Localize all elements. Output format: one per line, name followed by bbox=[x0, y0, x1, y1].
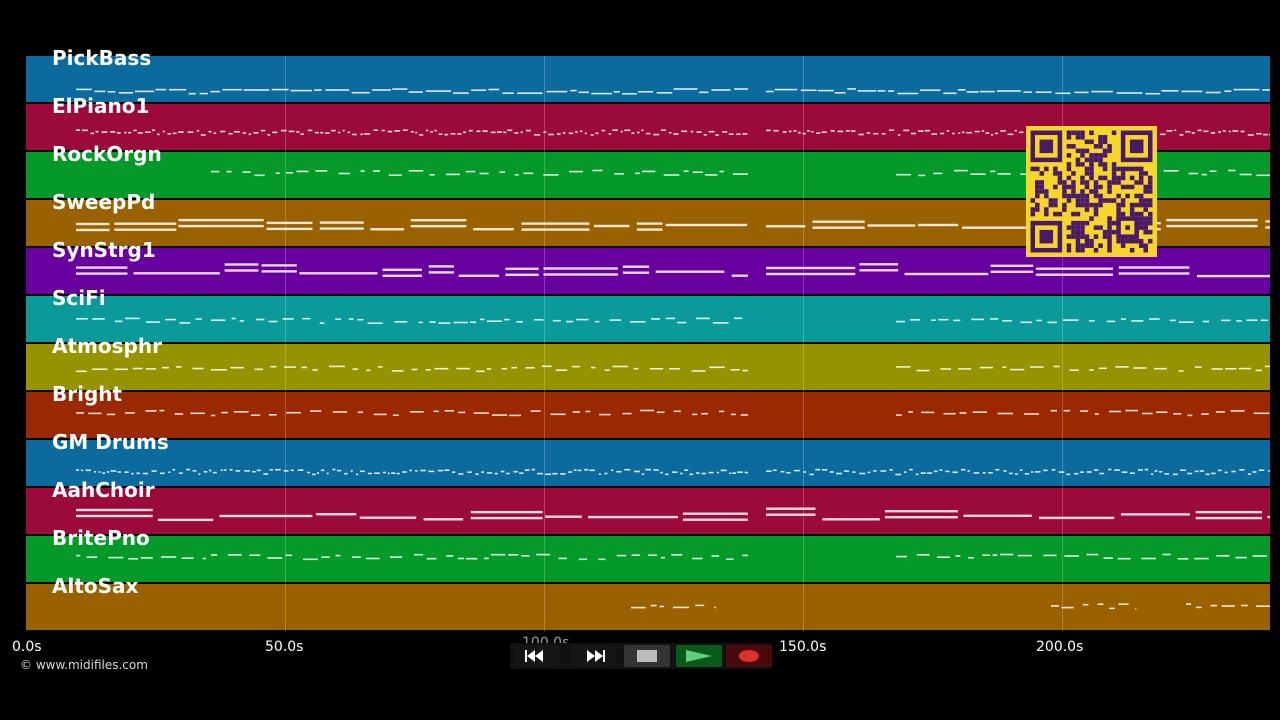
qr-code[interactable] bbox=[1026, 126, 1157, 257]
track-label: AltoSax bbox=[52, 574, 139, 598]
qr-code-image bbox=[1030, 130, 1153, 253]
track-label: ElPiano1 bbox=[52, 94, 150, 118]
track-label: Bright bbox=[52, 382, 123, 406]
tick-200s: 200.0s bbox=[1036, 639, 1084, 655]
note-roll bbox=[76, 88, 1270, 610]
play-button[interactable] bbox=[676, 645, 722, 667]
stop-icon bbox=[637, 650, 657, 662]
track-label: SynStrg1 bbox=[52, 238, 156, 262]
track-label: AahChoir bbox=[52, 478, 155, 502]
track-britepno: BritePno bbox=[26, 526, 1270, 583]
play-icon bbox=[686, 650, 712, 662]
track-pickbass: PickBass bbox=[26, 46, 1270, 103]
tick-0s: 0.0s bbox=[12, 639, 42, 655]
record-icon bbox=[739, 650, 759, 662]
tick-150s: 150.0s bbox=[779, 639, 827, 655]
track-label: Atmosphr bbox=[52, 334, 162, 358]
track-label: SciFi bbox=[52, 286, 106, 310]
record-button[interactable] bbox=[726, 645, 772, 667]
track-aahchoir: AahChoir bbox=[26, 478, 1270, 535]
track-scifi: SciFi bbox=[26, 286, 1270, 343]
track-label: PickBass bbox=[52, 46, 152, 70]
gridline bbox=[1062, 56, 1063, 632]
stop-button[interactable] bbox=[624, 645, 670, 667]
track-label: SweepPd bbox=[52, 190, 156, 214]
track-gm-drums: GM Drums bbox=[26, 430, 1270, 487]
gridline bbox=[544, 56, 545, 632]
track-label: GM Drums bbox=[52, 430, 169, 454]
rewind-button[interactable] bbox=[514, 645, 560, 667]
track-label: RockOrgn bbox=[52, 142, 162, 166]
fast-forward-button[interactable] bbox=[570, 645, 616, 667]
track-bright: Bright bbox=[26, 382, 1270, 439]
copyright-text: © www.midifiles.com bbox=[20, 658, 148, 672]
fast-forward-icon bbox=[587, 650, 605, 662]
tick-50s: 50.0s bbox=[265, 639, 304, 655]
gridline bbox=[285, 56, 286, 632]
gridline bbox=[803, 56, 804, 632]
track-label: BritePno bbox=[52, 526, 150, 550]
playback-controls bbox=[510, 643, 772, 669]
rewind-icon bbox=[525, 650, 543, 662]
